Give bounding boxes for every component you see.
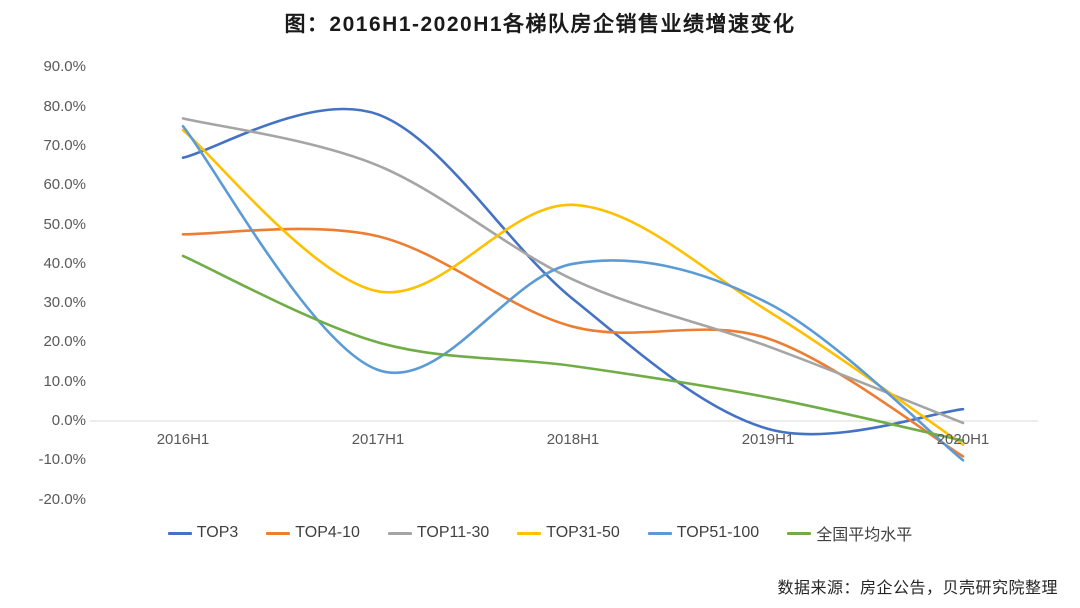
legend-line-swatch: [787, 531, 812, 535]
y-tick-label: -20.0%: [38, 490, 86, 508]
series-line-TOP51-100: [181, 124, 965, 462]
series-line-TOP3: [181, 107, 965, 436]
legend-label: TOP51-100: [676, 524, 760, 541]
y-tick-label: 0.0%: [51, 412, 86, 429]
y-tick-label: 30.0%: [43, 294, 86, 312]
legend-line-swatch: [266, 531, 291, 535]
legend-item-TOP11-30: TOP11-30: [387, 524, 490, 542]
legend-line-swatch: [167, 531, 192, 535]
legend-item-全国平均水平: 全国平均水平: [787, 521, 912, 545]
source-note: 数据来源：房企公告，贝壳研究院整理: [777, 580, 1058, 597]
legend-label: TOP11-30: [416, 524, 490, 541]
legend-item-TOP51-100: TOP51-100: [647, 524, 760, 542]
legend-item-TOP4-10: TOP4-10: [266, 524, 360, 542]
legend-label: TOP3: [196, 524, 239, 541]
series-line-TOP31-50: [181, 128, 965, 446]
y-tick-label: 60.0%: [43, 176, 86, 194]
legend-label: TOP31-50: [546, 524, 620, 541]
x-tick-label: 2019H1: [741, 431, 795, 448]
legend-item-TOP31-50: TOP31-50: [517, 524, 620, 542]
y-tick-label: 10.0%: [43, 372, 86, 390]
series-line-全国平均水平: [181, 254, 965, 442]
legend-line-swatch: [387, 531, 412, 535]
legend-label: 全国平均水平: [816, 527, 913, 544]
legend-label: TOP4-10: [295, 524, 360, 541]
legend-line-swatch: [647, 531, 672, 535]
legend-item-TOP3: TOP3: [167, 524, 239, 542]
x-tick-label: 2018H1: [546, 431, 600, 448]
series-line-TOP11-30: [181, 117, 965, 425]
legend-line-swatch: [517, 531, 542, 535]
x-tick-label: 2016H1: [156, 431, 210, 448]
x-tick-label: 2020H1: [936, 431, 990, 448]
y-tick-label: 40.0%: [43, 254, 86, 272]
x-tick-label: 2017H1: [351, 431, 405, 448]
y-tick-label: 70.0%: [43, 136, 86, 154]
y-tick-label: 20.0%: [43, 333, 86, 351]
y-tick-label: 80.0%: [43, 97, 86, 115]
legend: TOP3 TOP4-10 TOP11-30 TOP31-50 TOP51-100 全国平均…: [0, 521, 1080, 545]
y-tick-label: 50.0%: [43, 215, 86, 233]
y-tick-label: 90.0%: [43, 58, 86, 76]
chart-title: 图：2016H1-2020H1各梯队房企销售业绩增速变化: [284, 13, 796, 36]
y-tick-label: -10.0%: [38, 451, 86, 469]
